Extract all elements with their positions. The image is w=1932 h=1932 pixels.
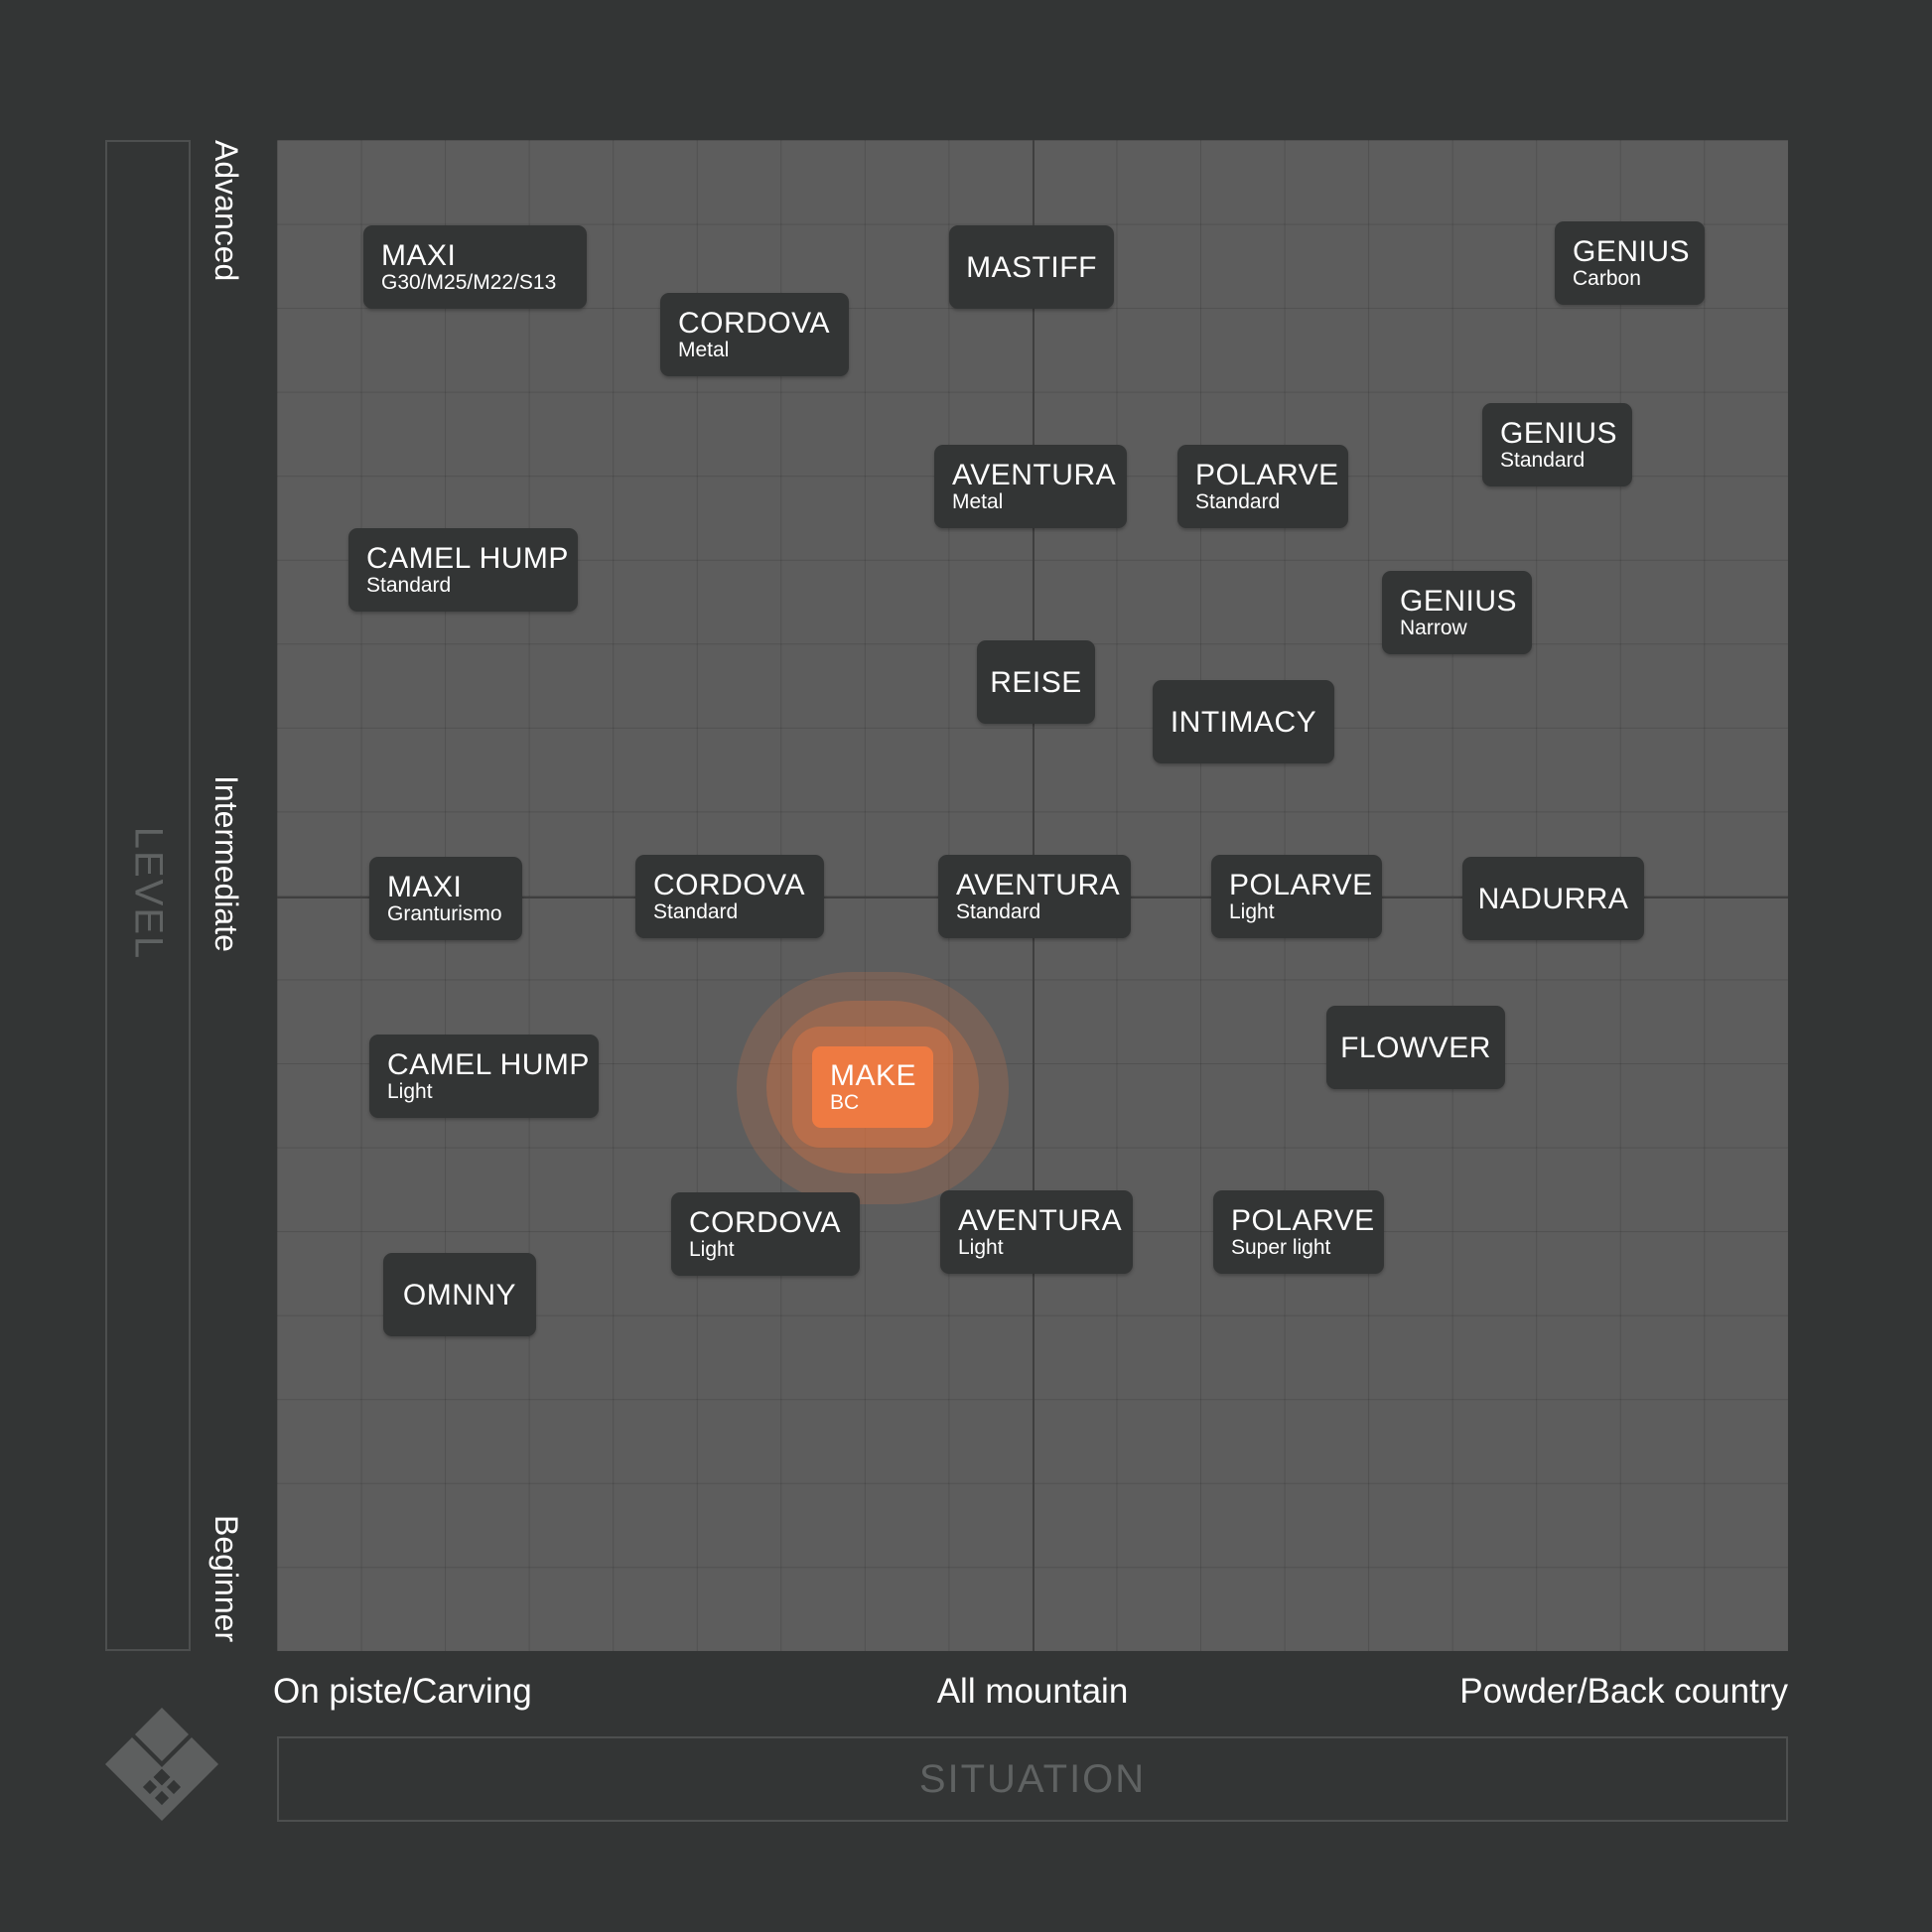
product-subtitle: Light xyxy=(689,1238,735,1261)
product-name: REISE xyxy=(990,665,1082,699)
product-name: POLARVE xyxy=(1195,459,1339,491)
product-name: POLARVE xyxy=(1229,869,1373,901)
product-subtitle: Carbon xyxy=(1573,267,1641,290)
product-genius-standard[interactable]: GENIUS Standard xyxy=(1482,403,1632,486)
x-tick-powder: Powder/Back country xyxy=(1459,1672,1788,1711)
y-tick-advanced: Advanced xyxy=(208,140,244,282)
plot-area xyxy=(277,140,1788,1651)
product-subtitle: BC xyxy=(830,1091,860,1114)
level-axis-title: LEVEL xyxy=(126,826,171,961)
product-subtitle: Metal xyxy=(952,490,1004,513)
product-subtitle: Narrow xyxy=(1400,617,1467,639)
product-name: FLOWVER xyxy=(1340,1031,1491,1064)
brand-logo-icon xyxy=(105,1708,218,1821)
product-name: CAMEL HUMP xyxy=(366,542,569,575)
product-name: AVENTURA xyxy=(956,869,1121,901)
product-aventura-metal[interactable]: AVENTURA Metal xyxy=(934,445,1127,528)
product-subtitle: Standard xyxy=(653,900,739,923)
situation-axis-frame: SITUATION xyxy=(277,1736,1788,1822)
product-name: AVENTURA xyxy=(958,1204,1123,1237)
product-subtitle: Light xyxy=(958,1236,1004,1259)
product-subtitle: G30/M25/M22/S13 xyxy=(381,271,557,294)
y-tick-beginner: Beginner xyxy=(208,1515,244,1643)
product-make-bc[interactable]: MAKE BC xyxy=(812,1046,933,1128)
product-subtitle: Standard xyxy=(956,900,1041,923)
situation-axis-title: SITUATION xyxy=(918,1756,1147,1801)
product-name: MAXI xyxy=(381,239,457,272)
product-subtitle: Light xyxy=(387,1080,433,1103)
product-name: NADURRA xyxy=(1477,882,1629,915)
product-cordova-standard[interactable]: CORDOVA Standard xyxy=(635,855,824,938)
x-tick-all-mountain: All mountain xyxy=(936,1672,1129,1711)
product-flowver[interactable]: FLOWVER xyxy=(1326,1006,1505,1089)
product-nadurra[interactable]: NADURRA xyxy=(1462,857,1644,940)
product-name: GENIUS xyxy=(1573,235,1691,268)
product-cordova-metal[interactable]: CORDOVA Metal xyxy=(660,293,849,376)
product-polarve-super-light[interactable]: POLARVE Super light xyxy=(1213,1190,1384,1274)
product-cordova-light[interactable]: CORDOVA Light xyxy=(671,1192,860,1276)
product-aventura-light[interactable]: AVENTURA Light xyxy=(940,1190,1133,1274)
y-tick-intermediate: Intermediate xyxy=(208,775,244,952)
product-name: CORDOVA xyxy=(678,307,830,340)
product-subtitle: Light xyxy=(1229,900,1275,923)
product-maxi-granturismo[interactable]: MAXI Granturismo xyxy=(369,857,522,940)
product-maxi-g30[interactable]: MAXI G30/M25/M22/S13 xyxy=(363,225,587,309)
product-polarve-light[interactable]: POLARVE Light xyxy=(1211,855,1382,938)
product-subtitle: Standard xyxy=(1500,449,1586,472)
product-aventura-standard[interactable]: AVENTURA Standard xyxy=(938,855,1131,938)
product-subtitle: Standard xyxy=(1195,490,1281,513)
product-name: CORDOVA xyxy=(689,1206,841,1239)
product-name: AVENTURA xyxy=(952,459,1117,491)
product-camel-hump-light[interactable]: CAMEL HUMP Light xyxy=(369,1035,599,1118)
product-name: GENIUS xyxy=(1500,417,1618,450)
product-name: INTIMACY xyxy=(1170,705,1317,739)
product-name: POLARVE xyxy=(1231,1204,1375,1237)
product-name: MAXI xyxy=(387,871,463,903)
product-genius-carbon[interactable]: GENIUS Carbon xyxy=(1555,221,1705,305)
product-mastiff[interactable]: MASTIFF xyxy=(949,225,1114,309)
product-name: OMNNY xyxy=(402,1278,517,1311)
product-name: CORDOVA xyxy=(653,869,805,901)
product-subtitle: Metal xyxy=(678,339,730,361)
product-subtitle: Granturismo xyxy=(387,902,502,925)
product-omnny[interactable]: OMNNY xyxy=(383,1253,536,1336)
product-subtitle: Standard xyxy=(366,574,452,597)
product-name: MASTIFF xyxy=(966,250,1097,284)
product-reise[interactable]: REISE xyxy=(977,640,1095,724)
x-tick-on-piste: On piste/Carving xyxy=(273,1672,532,1711)
product-camel-hump-standard[interactable]: CAMEL HUMP Standard xyxy=(348,528,578,612)
product-subtitle: Super light xyxy=(1231,1236,1331,1259)
product-name: MAKE xyxy=(830,1059,917,1092)
product-intimacy[interactable]: INTIMACY xyxy=(1153,680,1334,763)
product-name: GENIUS xyxy=(1400,585,1518,618)
product-genius-narrow[interactable]: GENIUS Narrow xyxy=(1382,571,1532,654)
level-axis-frame xyxy=(105,140,191,1651)
product-name: CAMEL HUMP xyxy=(387,1048,590,1081)
product-polarve-standard[interactable]: POLARVE Standard xyxy=(1177,445,1348,528)
